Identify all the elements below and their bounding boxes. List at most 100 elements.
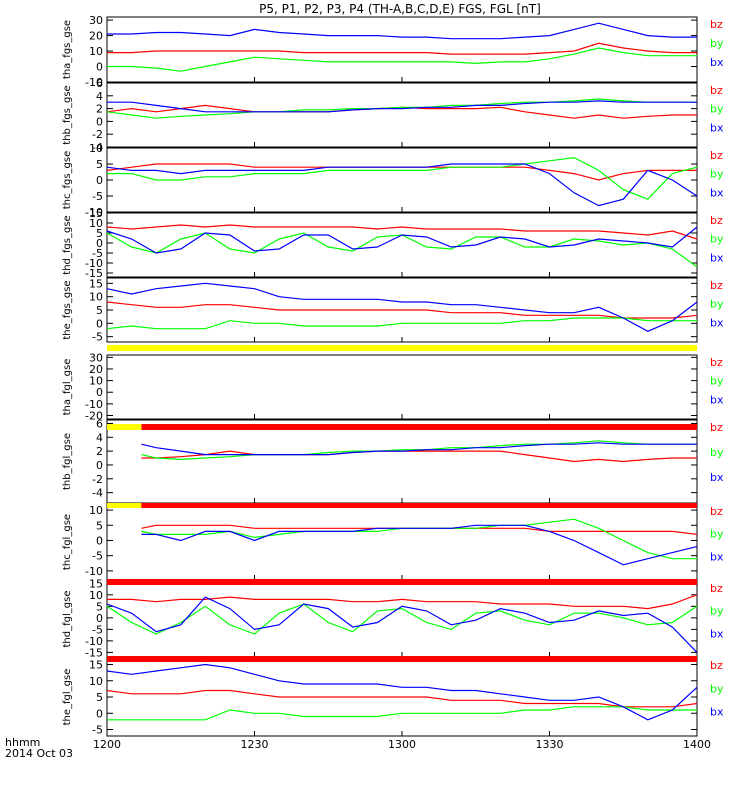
- panel-the_fgl_gse: 15 10 5 0 -5 the_fgl_gse bz by bx: [62, 657, 724, 737]
- legend-by: by: [710, 233, 724, 246]
- legend-bx: bx: [710, 627, 724, 640]
- y-tick-label: 5: [96, 227, 103, 240]
- series-bx: [106, 163, 698, 207]
- legend-bz: bz: [710, 214, 723, 227]
- y-tick-label: 6: [96, 77, 103, 90]
- series-by: [141, 440, 697, 461]
- y-tick-label: -10: [85, 206, 103, 219]
- series-by: [107, 47, 697, 72]
- legend-bx: bx: [710, 471, 724, 484]
- legend-bx: bx: [710, 550, 724, 563]
- y-tick-label: 0: [96, 115, 103, 128]
- quality-segment-good: [107, 345, 697, 351]
- y-tick-label: 0: [96, 174, 103, 187]
- y-tick-label: 0: [96, 534, 103, 547]
- y-tick-label: 0: [96, 612, 103, 625]
- legend-bz: bz: [710, 356, 723, 369]
- y-tick-label: -10: [85, 398, 103, 411]
- y-tick-label: 0: [96, 317, 103, 330]
- legend-bz: bz: [710, 84, 723, 97]
- series-bx: [141, 442, 697, 456]
- quality-segment-bad: [141, 503, 697, 508]
- y-tick-label: 30: [89, 351, 103, 364]
- series-by: [107, 156, 698, 200]
- x-tick-label: 1300: [388, 738, 416, 751]
- legend-by: by: [710, 682, 724, 695]
- y-tick-label: 10: [89, 504, 103, 517]
- time-axis-label: hhmm: [5, 736, 40, 749]
- quality-segment-good: [107, 424, 142, 430]
- series-by: [106, 317, 697, 330]
- y-tick-label: 15: [89, 277, 103, 290]
- y-tick-label: -5: [92, 190, 103, 203]
- x-tick-label: 1230: [241, 738, 269, 751]
- quality-segment-bad: [107, 656, 697, 662]
- series-bx: [106, 663, 698, 721]
- legend-bz: bz: [710, 279, 723, 292]
- legend-bx: bx: [710, 251, 724, 264]
- series-by: [106, 98, 697, 119]
- series-by: [106, 232, 698, 268]
- quality-segment-good: [107, 503, 142, 508]
- y-tick-label: -5: [92, 623, 103, 636]
- series-bx: [141, 524, 698, 566]
- y-tick-label: 2: [96, 103, 103, 116]
- y-tick-label: -5: [92, 550, 103, 563]
- y-tick-label: -15: [85, 267, 103, 280]
- panel-frame: [106, 580, 698, 658]
- legend-by: by: [710, 103, 724, 116]
- series-bz: [107, 594, 698, 610]
- y-tick-label: 2: [96, 445, 103, 458]
- y-tick-label: -4: [92, 141, 103, 154]
- legend-by: by: [710, 605, 724, 618]
- y-tick-label: -5: [92, 331, 103, 344]
- y-tick-label: 5: [96, 600, 103, 613]
- y-tick-label: 0: [96, 61, 103, 74]
- y-tick-label: -15: [85, 646, 103, 659]
- y-tick-label: 10: [89, 589, 103, 602]
- legend-bx: bx: [710, 56, 724, 69]
- y-tick-label: 5: [96, 691, 103, 704]
- legend-by: by: [710, 168, 724, 181]
- legend-bz: bz: [710, 18, 723, 31]
- y-axis-label: tha_fgs_gse: [62, 20, 73, 79]
- series-bz: [106, 224, 698, 240]
- series-bz: [107, 42, 697, 55]
- y-tick-label: -5: [92, 247, 103, 260]
- y-tick-label: -10: [85, 565, 103, 578]
- y-tick-label: -5: [92, 724, 103, 737]
- series-by: [107, 706, 697, 721]
- y-axis-label: thb_fgs_gse: [62, 85, 73, 144]
- legend-by: by: [710, 446, 724, 459]
- legend-by: by: [710, 528, 724, 541]
- y-tick-label: -2: [92, 473, 103, 486]
- y-axis-label: the_fgs_gse: [62, 280, 73, 339]
- y-tick-label: -10: [85, 635, 103, 648]
- y-axis-label: thb_fgl_gse: [62, 433, 73, 490]
- y-tick-label: 15: [89, 207, 103, 220]
- y-tick-label: 4: [96, 431, 103, 444]
- legend-bz: bz: [710, 505, 723, 518]
- series-bx: [107, 22, 697, 40]
- quality-bars: [107, 345, 697, 662]
- legend-bz: bz: [710, 149, 723, 162]
- quality-segment-bad: [141, 424, 697, 430]
- legend-bx: bx: [710, 706, 724, 719]
- y-tick-label: -10: [85, 76, 103, 89]
- series-bz: [106, 301, 698, 319]
- panel-frame: [106, 212, 698, 278]
- series-by: [106, 603, 698, 635]
- y-tick-label: -2: [92, 128, 103, 141]
- y-axis-label: thd_fgs_gse: [62, 215, 73, 274]
- legend-bx: bx: [710, 186, 724, 199]
- legend-bx: bx: [710, 393, 724, 406]
- panel-frame: [106, 419, 698, 504]
- panel-frame: [106, 147, 698, 213]
- y-tick-label: 0: [96, 459, 103, 472]
- y-tick-label: 0: [96, 386, 103, 399]
- panel-frame: [106, 354, 698, 420]
